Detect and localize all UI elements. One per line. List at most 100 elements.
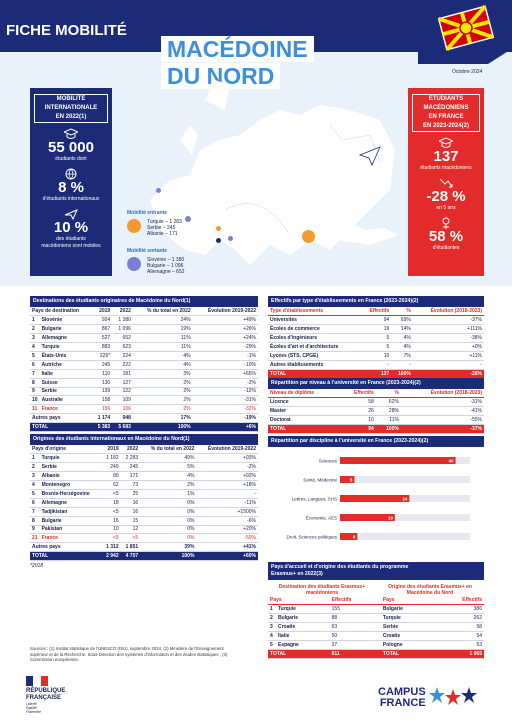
table-cell: Autres établissements bbox=[268, 360, 361, 370]
table-row: 1 Turquie 1 182 2 283 49% +93% bbox=[30, 453, 258, 464]
table-cell: 1 380 bbox=[112, 315, 133, 326]
table-cell: 58 bbox=[432, 622, 484, 633]
table-cell: 10 bbox=[360, 351, 392, 361]
table-cell: 15 bbox=[120, 516, 141, 526]
legend-out-title: Mobilité sortante bbox=[127, 248, 168, 254]
bar-track bbox=[340, 476, 470, 483]
legend-out: Mobilité sortante Slovénie – 1 380 Bulga… bbox=[127, 248, 207, 275]
table-cell: +0% bbox=[412, 342, 484, 352]
table-cell: Espagne bbox=[276, 640, 330, 650]
table-cell: 527 bbox=[91, 333, 113, 344]
legend-out-2: Bulgarie – 1 096 bbox=[147, 263, 184, 269]
discipline-chart: Sciences 40 Santé, Médecine 5 Lettres, Langu… bbox=[286, 457, 470, 540]
table-row: Doctorat 10 11% -55% bbox=[268, 415, 484, 426]
table-cell: 88 bbox=[329, 613, 381, 624]
table-cell: France bbox=[39, 533, 102, 544]
table-cell: +93% bbox=[196, 453, 258, 464]
table-cell: 155 bbox=[329, 604, 381, 615]
table-cell: Australie bbox=[39, 395, 92, 406]
dest-h3: % du total en 2022 bbox=[132, 307, 193, 317]
table-cell: Licence bbox=[268, 397, 341, 408]
bar-track bbox=[340, 533, 470, 540]
table-cell: -55% bbox=[400, 415, 484, 426]
right-stat2-label: en 5 ans bbox=[436, 205, 456, 211]
table-cell: 4 bbox=[30, 480, 40, 490]
right-panel-title: ÉTUDIANTS MACÉDONIENS EN FRANCE EN 2023-… bbox=[408, 94, 484, 132]
table-row: 9 Pakistan 10 12 0% +20% bbox=[30, 525, 258, 535]
table-cell: 1 bbox=[30, 453, 40, 464]
table-row: 5 Espagne 37 Pologne 53 bbox=[268, 640, 484, 650]
table-cell: 245 bbox=[120, 462, 141, 473]
table-row: Autres établissements - - - bbox=[268, 360, 484, 370]
bar-4 bbox=[340, 514, 395, 521]
republique-francaise-logo: RÉPUBLIQUE FRANÇAISE Liberté Égalité Fra… bbox=[26, 676, 86, 714]
right-title-2: MACÉDONIENS bbox=[423, 105, 469, 111]
table-cell: Serbie bbox=[39, 462, 102, 473]
table-cell: 171 bbox=[120, 471, 141, 482]
dest-section: Destinations des étudiants originaires d… bbox=[30, 296, 258, 432]
legend-out-dot bbox=[127, 257, 141, 271]
table-cell: 26 bbox=[340, 406, 376, 417]
table-cell: Serbie bbox=[39, 387, 92, 397]
table-cell: 652 bbox=[112, 333, 133, 344]
table-cell: -11% bbox=[196, 498, 258, 508]
table-cell: +18% bbox=[196, 480, 258, 490]
table-cell: -38% bbox=[412, 333, 484, 344]
table-cell: Turquie bbox=[380, 613, 433, 624]
map-dot-serbia bbox=[216, 226, 221, 231]
table-row: 3 Croatie 63 Serbie 58 bbox=[268, 622, 484, 633]
sources: Sources : (1) Institut statistique de l'… bbox=[30, 646, 228, 662]
table-cell: 924 bbox=[91, 315, 113, 326]
table-cell: 1 bbox=[30, 315, 40, 326]
table-cell: 3 bbox=[268, 622, 276, 633]
table-cell: Bulgarie bbox=[380, 604, 433, 615]
table-cell: France bbox=[39, 404, 92, 415]
etab-h3: Évolution (2018-2023) bbox=[412, 307, 484, 317]
legend-out-3: Allemagne – 652 bbox=[147, 269, 185, 275]
table-cell: -31% bbox=[400, 397, 484, 408]
table-cell: 9 bbox=[30, 387, 40, 397]
left-title-2: INTERNATIONALE bbox=[44, 105, 98, 111]
table-row: 1 Turquie 155 Bulgarie 386 bbox=[268, 604, 484, 615]
table-cell: 8 bbox=[30, 516, 40, 526]
right-panel: ÉTUDIANTS MACÉDONIENS EN FRANCE EN 2023-… bbox=[408, 88, 484, 276]
left-title-3: EN 2022(1) bbox=[55, 114, 87, 120]
table-cell: -6% bbox=[196, 516, 258, 526]
table-cell: +20% bbox=[196, 525, 258, 535]
rf-line1: RÉPUBLIQUE bbox=[26, 688, 66, 694]
table-cell: +65% bbox=[192, 369, 258, 379]
table-row: 6 Autriche 245 222 4% -10% bbox=[30, 360, 258, 370]
table-cell: <5 bbox=[101, 507, 121, 517]
table-cell: 1 bbox=[268, 604, 276, 615]
table-cell: Croatie bbox=[380, 631, 433, 641]
table-cell: 73 bbox=[120, 480, 141, 490]
table-cell: 122 bbox=[112, 387, 133, 397]
orig-footnote: *2018 bbox=[30, 563, 44, 570]
cell: 137 bbox=[360, 369, 392, 379]
dest-title: Destinations des étudiants originaires d… bbox=[30, 296, 258, 307]
table-row: 9 Serbie 139 122 2% -12% bbox=[30, 387, 258, 397]
table-cell: 6 bbox=[30, 498, 40, 508]
table-cell: 2 283 bbox=[120, 453, 141, 464]
cell: 1 065 bbox=[432, 649, 484, 659]
table-cell: 89 bbox=[101, 471, 121, 482]
table-cell: <5 bbox=[101, 533, 121, 544]
eras-h2: Pays bbox=[380, 596, 433, 606]
table-cell: 53 bbox=[432, 640, 484, 650]
table-cell: 2 bbox=[30, 462, 40, 473]
table-cell: Écoles d'art et d'architecture bbox=[268, 342, 361, 352]
table-cell: 245 bbox=[91, 360, 113, 370]
table-cell: Suisse bbox=[39, 378, 92, 388]
table-cell: 2% bbox=[140, 480, 197, 490]
cell: 2 942 bbox=[101, 551, 121, 562]
table-row: 2 Serbie 249 245 5% -2% bbox=[30, 462, 258, 473]
erasmus-table: Pays Effectifs Pays Effectifs 1 Turquie 155 Bu… bbox=[268, 596, 484, 659]
table-cell: -29% bbox=[192, 342, 258, 352]
rf-line2: FRANÇAISE bbox=[26, 695, 62, 701]
table-cell: 4% bbox=[391, 342, 413, 352]
table-cell: Universités bbox=[268, 315, 361, 326]
table-row: 3 Allemagne 527 652 11% +24% bbox=[30, 333, 258, 344]
cell: 17% bbox=[132, 413, 193, 424]
table-cell: Turquie bbox=[39, 342, 92, 352]
table-cell: Bulgarie bbox=[39, 516, 102, 526]
